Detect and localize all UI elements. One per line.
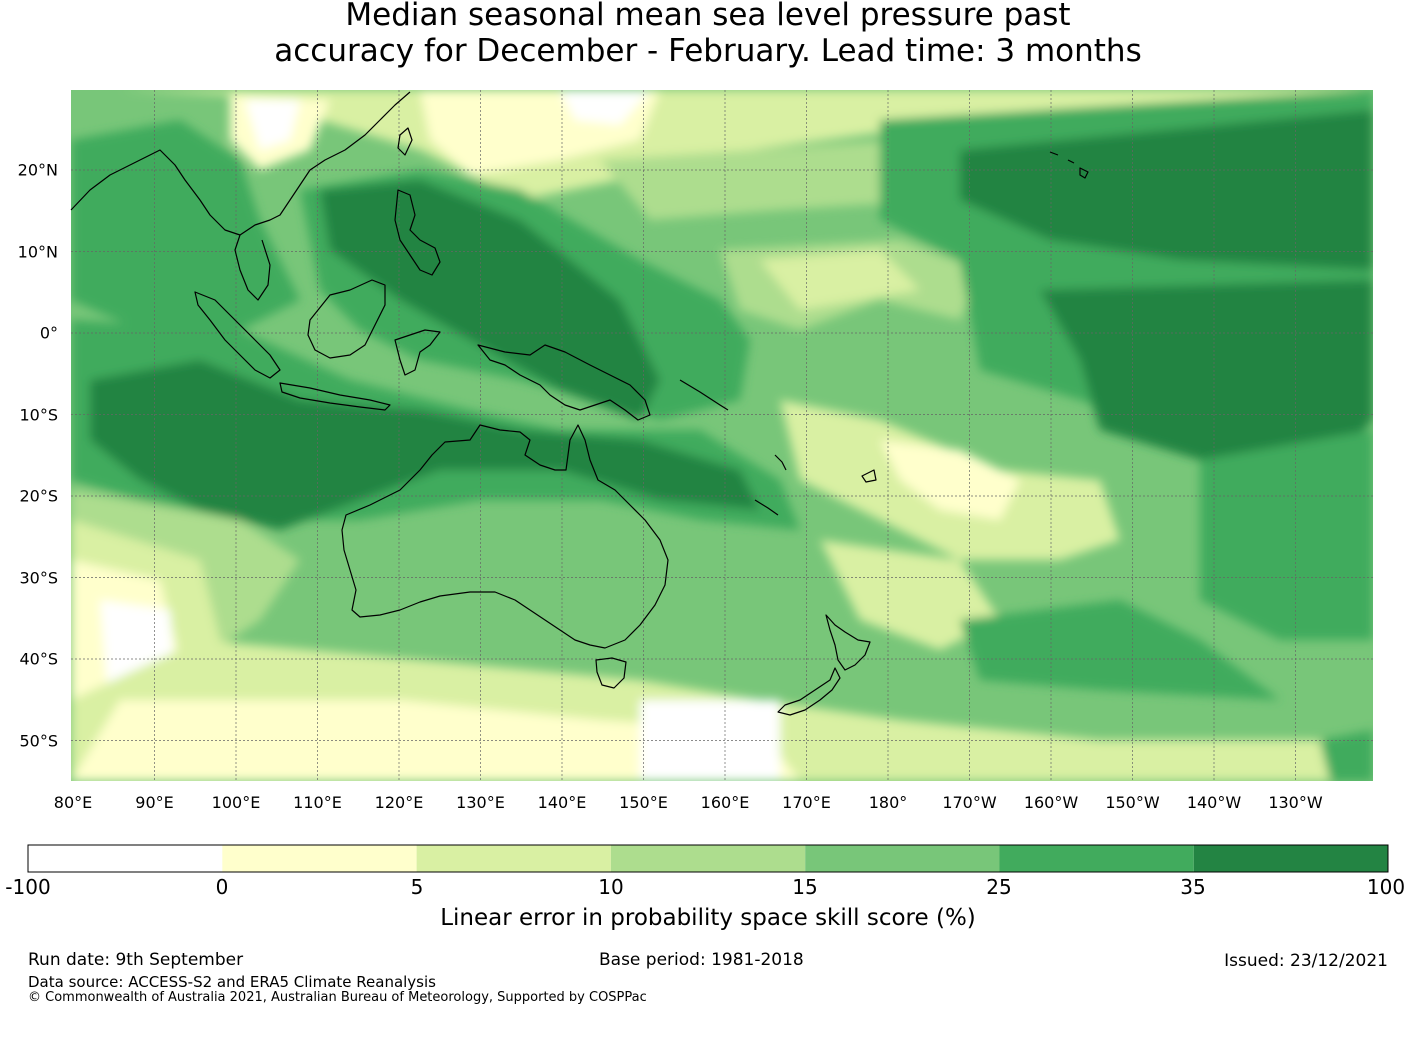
tasmania-coastline: [595, 657, 627, 689]
asia-coastline: [70, 91, 411, 301]
latitude-label: 50°S: [19, 731, 58, 750]
australia-coastline: [341, 424, 669, 649]
solomon-islands: [679, 379, 729, 411]
colorbar-bin-2: [416, 845, 611, 872]
colorbar: [27, 844, 1389, 873]
latitude-label: 20°N: [17, 160, 58, 180]
longitude-label: 100°E: [211, 793, 261, 812]
latitude-label: 10°N: [17, 242, 58, 261]
longitude-label: 110°E: [293, 793, 342, 812]
longitude-label: 160°E: [700, 793, 750, 812]
colorbar-label: Linear error in probability space skill …: [440, 905, 976, 931]
longitude-label: 170°E: [782, 793, 831, 812]
colorbar-bin-3: [610, 845, 806, 872]
graticule: [71, 90, 1373, 781]
nz-south-coastline: [777, 667, 841, 716]
longitude-label: 90°E: [135, 793, 174, 812]
colorbar-bin-0: [28, 845, 223, 872]
latitude-label: 0°: [39, 323, 58, 343]
new-guinea-coastline: [477, 344, 651, 421]
map-title-line-2: accuracy for December - February. Lead t…: [274, 33, 1142, 69]
longitude-label: 130°W: [1268, 793, 1323, 812]
longitude-label: 140°W: [1186, 793, 1242, 812]
longitude-label: 180°: [868, 793, 908, 812]
philippines-coastline: [394, 189, 441, 276]
longitude-label: 150°E: [619, 793, 668, 812]
base-period: Base period: 1981-2018: [599, 950, 804, 970]
skill-shading: [71, 90, 1373, 781]
borneo-coastline: [307, 279, 386, 359]
latitude-label: 20°S: [19, 486, 58, 506]
hawaii-islands: [1049, 151, 1089, 179]
new-caledonia: [754, 499, 779, 516]
data-source: Data source: ACCESS-S2 and ERA5 Climate …: [28, 973, 436, 991]
issued-date: Issued: 23/12/2021: [1224, 951, 1388, 971]
colorbar-tick: 0: [215, 875, 229, 899]
java-coastline: [279, 382, 391, 411]
colorbar-tick: 10: [598, 875, 624, 899]
nz-north-coastline: [825, 614, 871, 671]
copyright: © Commonwealth of Australia 2021, Austra…: [28, 990, 647, 1005]
run-date: Run date: 9th September: [28, 950, 244, 970]
colorbar-tick: 100: [1366, 875, 1406, 899]
colorbar-bin-1: [222, 845, 417, 872]
sumatra-coastline: [194, 291, 281, 379]
colorbar-bin-6: [1193, 845, 1388, 872]
longitude-label: 150°W: [1105, 793, 1160, 812]
latitude-label: 10°S: [19, 405, 58, 424]
colorbar-tick: 5: [410, 875, 424, 899]
colorbar-tick: 35: [1180, 875, 1206, 899]
fiji-islands: [861, 469, 877, 483]
vanuatu-islands: [774, 454, 787, 471]
longitude-label: 140°E: [537, 793, 587, 812]
map-title-line-1: Median seasonal mean sea level pressure …: [345, 0, 1071, 33]
colorbar-tick: 15: [792, 875, 818, 899]
longitude-label: 120°E: [374, 793, 424, 812]
latitude-label: 40°S: [19, 649, 58, 669]
latitude-label: 30°S: [19, 568, 58, 587]
coastlines: [70, 91, 1089, 716]
longitude-label: 130°E: [456, 793, 505, 812]
longitude-label: 170°W: [942, 793, 997, 812]
longitude-label: 160°W: [1023, 793, 1079, 812]
longitude-label: 80°E: [53, 793, 93, 812]
sulawesi-coastline: [394, 329, 441, 376]
colorbar-bin-4: [805, 845, 1000, 872]
colorbar-tick: -100: [5, 875, 51, 899]
colorbar-tick: 25: [986, 875, 1012, 899]
colorbar-bin-5: [999, 845, 1194, 872]
taiwan-coastline: [397, 127, 413, 156]
